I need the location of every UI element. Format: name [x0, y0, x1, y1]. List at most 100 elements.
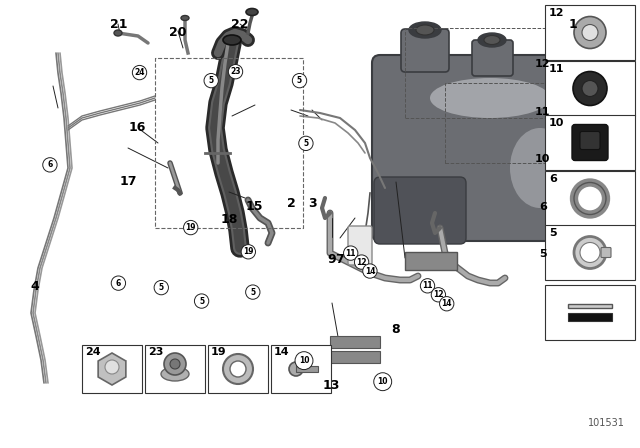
Circle shape — [582, 25, 598, 40]
Bar — [330, 336, 380, 348]
FancyBboxPatch shape — [472, 40, 513, 76]
Bar — [271, 345, 331, 393]
Ellipse shape — [416, 25, 434, 35]
Bar — [155, 58, 303, 228]
Text: 24: 24 — [134, 68, 145, 77]
Circle shape — [132, 65, 147, 80]
FancyBboxPatch shape — [580, 132, 600, 150]
Circle shape — [440, 297, 454, 311]
Ellipse shape — [484, 35, 500, 44]
Circle shape — [111, 276, 125, 290]
Circle shape — [295, 352, 313, 370]
Text: 101531: 101531 — [588, 418, 625, 428]
Circle shape — [204, 73, 218, 88]
Text: 24: 24 — [85, 347, 100, 357]
Ellipse shape — [545, 144, 575, 172]
Text: 23: 23 — [230, 67, 241, 76]
Text: 5: 5 — [549, 228, 557, 238]
Circle shape — [246, 285, 260, 299]
Text: 13: 13 — [323, 379, 340, 392]
Text: 20: 20 — [169, 26, 187, 39]
FancyBboxPatch shape — [374, 177, 466, 244]
Bar — [330, 351, 380, 363]
Text: 23: 23 — [148, 347, 163, 357]
Ellipse shape — [181, 16, 189, 21]
Bar — [545, 171, 635, 226]
Text: 10: 10 — [549, 118, 564, 128]
Ellipse shape — [510, 128, 570, 208]
Circle shape — [580, 242, 600, 263]
Ellipse shape — [430, 78, 550, 118]
Text: 19: 19 — [243, 247, 253, 256]
Circle shape — [292, 73, 307, 88]
Text: 17: 17 — [119, 175, 137, 188]
Circle shape — [573, 72, 607, 105]
Ellipse shape — [161, 367, 189, 381]
Bar — [545, 225, 635, 280]
Bar — [445, 83, 560, 163]
Text: 14: 14 — [274, 347, 290, 357]
Text: 2: 2 — [287, 197, 296, 211]
Circle shape — [223, 354, 253, 384]
Ellipse shape — [289, 362, 303, 376]
Text: 3: 3 — [308, 197, 317, 211]
Circle shape — [105, 360, 119, 374]
Bar — [82, 345, 142, 393]
Circle shape — [299, 136, 313, 151]
Circle shape — [195, 294, 209, 308]
Text: 19: 19 — [211, 347, 227, 357]
Text: 8: 8 — [391, 323, 400, 336]
Text: 19: 19 — [186, 223, 196, 232]
Bar — [145, 345, 205, 393]
Text: 5: 5 — [250, 288, 255, 297]
Text: 21: 21 — [109, 18, 127, 31]
Circle shape — [582, 81, 598, 96]
Circle shape — [43, 158, 57, 172]
Polygon shape — [98, 353, 126, 385]
Text: 11: 11 — [346, 249, 356, 258]
Text: 12: 12 — [535, 59, 550, 69]
Ellipse shape — [223, 35, 241, 45]
Text: 5: 5 — [199, 297, 204, 306]
Text: 12: 12 — [433, 290, 444, 299]
Text: 22: 22 — [231, 18, 249, 31]
Circle shape — [228, 65, 243, 79]
Bar — [405, 28, 585, 118]
Text: 14: 14 — [365, 267, 375, 276]
Text: 6: 6 — [47, 160, 52, 169]
Text: 5: 5 — [297, 76, 302, 85]
Ellipse shape — [478, 33, 506, 47]
Text: 10: 10 — [299, 356, 309, 365]
Text: 5: 5 — [159, 283, 164, 292]
Ellipse shape — [552, 151, 568, 165]
Text: 12: 12 — [356, 258, 367, 267]
Text: 5: 5 — [209, 76, 214, 85]
Text: 1: 1 — [568, 18, 577, 31]
Text: 5: 5 — [303, 139, 308, 148]
Text: 16: 16 — [129, 121, 147, 134]
Text: 11: 11 — [535, 107, 550, 117]
Circle shape — [355, 255, 369, 269]
Text: 12: 12 — [549, 8, 564, 18]
Text: 7: 7 — [335, 253, 344, 267]
Text: 10: 10 — [535, 154, 550, 164]
Text: 18: 18 — [220, 213, 238, 226]
Circle shape — [164, 353, 186, 375]
Bar — [545, 115, 635, 170]
Bar — [545, 61, 635, 116]
Circle shape — [241, 245, 255, 259]
FancyBboxPatch shape — [348, 226, 372, 265]
Text: 6: 6 — [549, 174, 557, 184]
Text: 11: 11 — [422, 281, 433, 290]
Circle shape — [431, 288, 445, 302]
Bar — [208, 345, 268, 393]
Bar — [545, 285, 635, 340]
Circle shape — [170, 359, 180, 369]
FancyBboxPatch shape — [572, 125, 608, 160]
Circle shape — [363, 264, 377, 278]
Bar — [405, 252, 457, 270]
Ellipse shape — [246, 9, 258, 16]
FancyBboxPatch shape — [601, 247, 611, 258]
FancyBboxPatch shape — [401, 29, 449, 72]
Circle shape — [230, 361, 246, 377]
